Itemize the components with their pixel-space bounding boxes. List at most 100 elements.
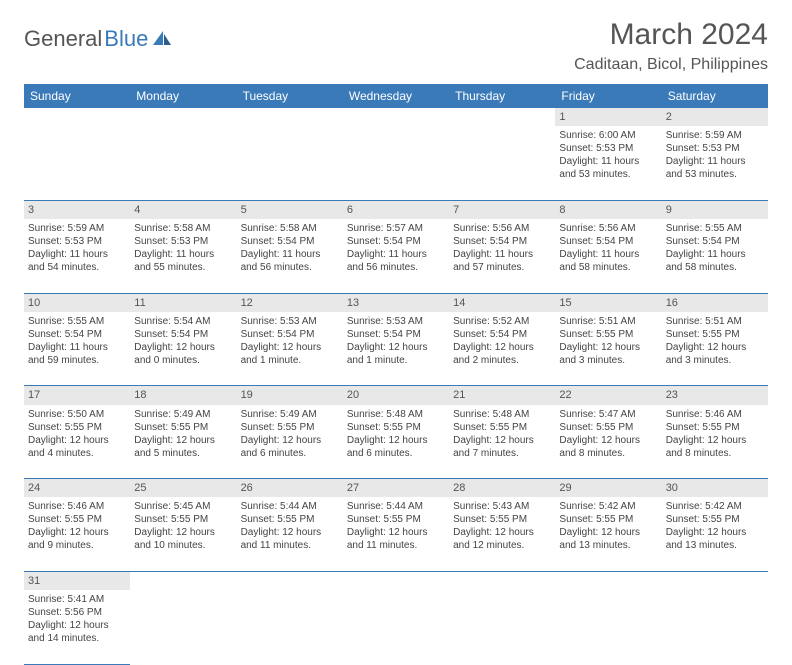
day1-text: Daylight: 11 hours — [453, 248, 551, 261]
sunset-text: Sunset: 5:54 PM — [347, 328, 445, 341]
sunset-text: Sunset: 5:55 PM — [666, 421, 764, 434]
day1-text: Daylight: 12 hours — [453, 341, 551, 354]
day1-text: Daylight: 11 hours — [28, 341, 126, 354]
day-number: 6 — [343, 200, 449, 219]
sunrise-text: Sunrise: 5:42 AM — [666, 500, 764, 513]
day-number: 31 — [24, 571, 130, 590]
sail-icon — [151, 29, 173, 47]
day-header: Wednesday — [343, 84, 449, 108]
day-cell: Sunrise: 6:00 AMSunset: 5:53 PMDaylight:… — [555, 126, 661, 200]
day-cell: Sunrise: 5:43 AMSunset: 5:55 PMDaylight:… — [449, 497, 555, 571]
day-number: 27 — [343, 479, 449, 498]
week-row: Sunrise: 5:59 AMSunset: 5:53 PMDaylight:… — [24, 219, 768, 293]
day-number — [237, 571, 343, 590]
day-number — [662, 571, 768, 590]
day2-text: and 53 minutes. — [559, 168, 657, 181]
day-number-row: 12 — [24, 108, 768, 126]
sunrise-text: Sunrise: 5:51 AM — [666, 315, 764, 328]
sunrise-text: Sunrise: 5:41 AM — [28, 593, 126, 606]
sunset-text: Sunset: 5:54 PM — [28, 328, 126, 341]
day-cell — [555, 590, 661, 664]
day-number: 29 — [555, 479, 661, 498]
day-number: 1 — [555, 108, 661, 126]
day1-text: Daylight: 12 hours — [134, 526, 232, 539]
day-cell: Sunrise: 5:55 AMSunset: 5:54 PMDaylight:… — [24, 312, 130, 386]
day1-text: Daylight: 12 hours — [28, 619, 126, 632]
day-cell: Sunrise: 5:51 AMSunset: 5:55 PMDaylight:… — [662, 312, 768, 386]
day-cell: Sunrise: 5:42 AMSunset: 5:55 PMDaylight:… — [662, 497, 768, 571]
day-number: 18 — [130, 386, 236, 405]
day-number: 12 — [237, 293, 343, 312]
day-number: 26 — [237, 479, 343, 498]
day-number: 15 — [555, 293, 661, 312]
sunset-text: Sunset: 5:55 PM — [241, 421, 339, 434]
day-cell — [24, 126, 130, 200]
sunset-text: Sunset: 5:55 PM — [666, 513, 764, 526]
day-header: Monday — [130, 84, 236, 108]
day-number: 22 — [555, 386, 661, 405]
sunset-text: Sunset: 5:53 PM — [28, 235, 126, 248]
day-cell: Sunrise: 5:41 AMSunset: 5:56 PMDaylight:… — [24, 590, 130, 664]
day-cell — [343, 590, 449, 664]
day1-text: Daylight: 11 hours — [28, 248, 126, 261]
day2-text: and 1 minute. — [347, 354, 445, 367]
day-number: 30 — [662, 479, 768, 498]
day-cell: Sunrise: 5:59 AMSunset: 5:53 PMDaylight:… — [662, 126, 768, 200]
week-row: Sunrise: 6:00 AMSunset: 5:53 PMDaylight:… — [24, 126, 768, 200]
day2-text: and 0 minutes. — [134, 354, 232, 367]
day-number-row: 24252627282930 — [24, 479, 768, 498]
sunset-text: Sunset: 5:55 PM — [453, 513, 551, 526]
day1-text: Daylight: 11 hours — [134, 248, 232, 261]
sunset-text: Sunset: 5:54 PM — [559, 235, 657, 248]
day-cell: Sunrise: 5:46 AMSunset: 5:55 PMDaylight:… — [24, 497, 130, 571]
day-header: Sunday — [24, 84, 130, 108]
day1-text: Daylight: 11 hours — [241, 248, 339, 261]
sunset-text: Sunset: 5:53 PM — [559, 142, 657, 155]
day1-text: Daylight: 12 hours — [559, 526, 657, 539]
day-number-row: 10111213141516 — [24, 293, 768, 312]
sunrise-text: Sunrise: 5:46 AM — [28, 500, 126, 513]
day2-text: and 59 minutes. — [28, 354, 126, 367]
day1-text: Daylight: 12 hours — [347, 526, 445, 539]
day-cell: Sunrise: 5:56 AMSunset: 5:54 PMDaylight:… — [449, 219, 555, 293]
day-cell: Sunrise: 5:48 AMSunset: 5:55 PMDaylight:… — [343, 405, 449, 479]
sunrise-text: Sunrise: 5:58 AM — [241, 222, 339, 235]
sunrise-text: Sunrise: 5:56 AM — [559, 222, 657, 235]
sunrise-text: Sunrise: 5:43 AM — [453, 500, 551, 513]
day-number: 16 — [662, 293, 768, 312]
day-number-row: 31 — [24, 571, 768, 590]
day1-text: Daylight: 11 hours — [666, 248, 764, 261]
day-cell — [343, 126, 449, 200]
day-number: 17 — [24, 386, 130, 405]
day-cell: Sunrise: 5:59 AMSunset: 5:53 PMDaylight:… — [24, 219, 130, 293]
day2-text: and 55 minutes. — [134, 261, 232, 274]
brand-part1: General — [24, 26, 102, 52]
day1-text: Daylight: 12 hours — [453, 434, 551, 447]
day-cell — [237, 126, 343, 200]
day2-text: and 6 minutes. — [241, 447, 339, 460]
day-number: 8 — [555, 200, 661, 219]
day-header: Saturday — [662, 84, 768, 108]
sunrise-text: Sunrise: 5:46 AM — [666, 408, 764, 421]
day-number: 9 — [662, 200, 768, 219]
day2-text: and 12 minutes. — [453, 539, 551, 552]
day2-text: and 56 minutes. — [347, 261, 445, 274]
day-cell: Sunrise: 5:42 AMSunset: 5:55 PMDaylight:… — [555, 497, 661, 571]
day2-text: and 11 minutes. — [347, 539, 445, 552]
day-cell: Sunrise: 5:53 AMSunset: 5:54 PMDaylight:… — [237, 312, 343, 386]
day-cell: Sunrise: 5:46 AMSunset: 5:55 PMDaylight:… — [662, 405, 768, 479]
week-row: Sunrise: 5:46 AMSunset: 5:55 PMDaylight:… — [24, 497, 768, 571]
sunrise-text: Sunrise: 5:48 AM — [347, 408, 445, 421]
month-title: March 2024 — [574, 18, 768, 52]
day1-text: Daylight: 12 hours — [559, 341, 657, 354]
day-cell: Sunrise: 5:49 AMSunset: 5:55 PMDaylight:… — [130, 405, 236, 479]
sunrise-text: Sunrise: 5:57 AM — [347, 222, 445, 235]
day-cell — [449, 590, 555, 664]
day1-text: Daylight: 11 hours — [559, 248, 657, 261]
day1-text: Daylight: 12 hours — [666, 526, 764, 539]
day-cell: Sunrise: 5:57 AMSunset: 5:54 PMDaylight:… — [343, 219, 449, 293]
day-number — [237, 108, 343, 126]
week-row: Sunrise: 5:50 AMSunset: 5:55 PMDaylight:… — [24, 405, 768, 479]
day-cell: Sunrise: 5:44 AMSunset: 5:55 PMDaylight:… — [237, 497, 343, 571]
sunrise-text: Sunrise: 5:58 AM — [134, 222, 232, 235]
